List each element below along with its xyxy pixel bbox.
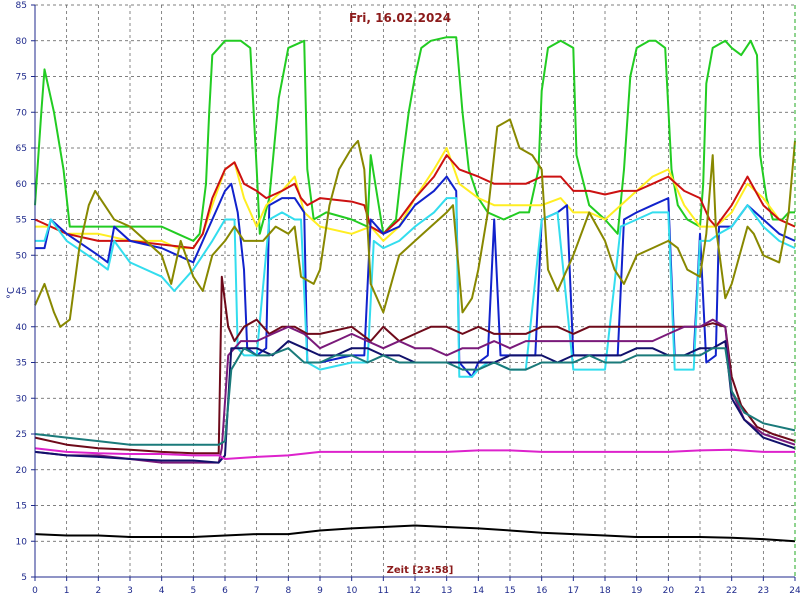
x-tick-label-18: 18 <box>599 586 611 596</box>
x-tick-label-3: 3 <box>127 586 133 596</box>
x-tick-label-9: 9 <box>317 586 323 596</box>
x-tick-label-20: 20 <box>663 586 675 596</box>
x-tick-label-15: 15 <box>504 586 515 596</box>
x-tick-label-13: 13 <box>441 586 452 596</box>
y-axis-label: °C <box>6 287 17 299</box>
x-tick-label-23: 23 <box>758 586 769 596</box>
y-tick-label-45: 45 <box>16 287 27 297</box>
x-tick-label-14: 14 <box>473 586 485 596</box>
series-line-10 <box>34 347 796 446</box>
x-axis-label: Zeit [23:58] <box>387 565 454 576</box>
x-tick-label-16: 16 <box>536 586 548 596</box>
y-tick-label-50: 50 <box>16 251 28 261</box>
x-tick-label-6: 6 <box>222 586 228 596</box>
y-tick-label-25: 25 <box>16 430 27 440</box>
series-line-5 <box>35 197 796 378</box>
x-tick-label-24: 24 <box>789 586 800 596</box>
y-tick-label-80: 80 <box>16 37 28 47</box>
y-tick-label-35: 35 <box>16 359 27 369</box>
y-tick-label-40: 40 <box>16 323 28 333</box>
x-tick-label-0: 0 <box>32 586 38 596</box>
x-tick-label-5: 5 <box>190 586 196 596</box>
x-tick-label-11: 11 <box>378 586 389 596</box>
x-tick-label-17: 17 <box>568 586 579 596</box>
y-tick-label-65: 65 <box>16 144 27 154</box>
x-tick-label-22: 22 <box>726 586 737 596</box>
y-tick-label-60: 60 <box>16 180 28 190</box>
x-tick-label-1: 1 <box>64 586 70 596</box>
y-tick-label-5: 5 <box>21 573 27 583</box>
y-tick-label-55: 55 <box>16 216 27 226</box>
x-tick-label-21: 21 <box>694 586 705 596</box>
series-line-3 <box>34 154 796 250</box>
x-tick-label-7: 7 <box>254 586 260 596</box>
series-line-11 <box>34 447 795 460</box>
grid <box>35 4 795 577</box>
series-group <box>34 36 796 543</box>
x-tick-label-2: 2 <box>95 586 101 596</box>
y-tick-label-15: 15 <box>16 502 27 512</box>
y-tick-label-85: 85 <box>16 1 27 11</box>
y-tick-label-30: 30 <box>16 394 28 404</box>
series-line-1 <box>34 36 795 242</box>
axes <box>31 4 796 581</box>
x-tick-label-8: 8 <box>285 586 291 596</box>
x-tick-label-12: 12 <box>409 586 420 596</box>
y-tick-label-75: 75 <box>16 73 27 83</box>
x-tick-label-10: 10 <box>346 586 358 596</box>
series-line-8 <box>34 318 796 464</box>
series-line-6 <box>34 118 796 328</box>
x-tick-label-4: 4 <box>159 586 165 596</box>
series-line-12 <box>34 524 796 543</box>
y-tick-label-70: 70 <box>16 108 28 118</box>
x-tick-label-19: 19 <box>631 586 643 596</box>
chart-title: Fri, 16.02.2024 <box>349 11 451 25</box>
y-tick-label-10: 10 <box>16 537 28 547</box>
y-tick-label-20: 20 <box>16 466 28 476</box>
